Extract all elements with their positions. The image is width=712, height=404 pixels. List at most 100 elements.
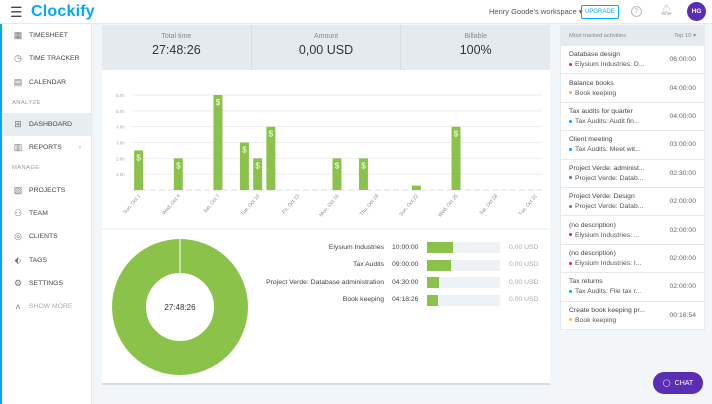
bar[interactable] (332, 158, 342, 190)
activity-time: 02:00:00 (669, 226, 696, 234)
sidebar-item-dashboard[interactable]: ⊞ DASHBOARD (2, 112, 91, 137)
activity-item[interactable]: Tax audits for quarter Tax Audits: Audit … (561, 103, 704, 132)
billable-marker: $ (335, 161, 340, 170)
legend-project-time: 10:00:00 (392, 243, 419, 251)
project-color-dot (569, 148, 572, 152)
y-tick-label: 6.0h (116, 93, 125, 98)
activity-description: Project Verde: administ... (569, 164, 645, 172)
logo[interactable]: Clockify (31, 3, 95, 20)
sidebar-item-reports[interactable]: ▥ REPORTS › (2, 136, 91, 159)
sidebar-item-label: CALENDAR (29, 78, 67, 86)
amount-value: 0,00 USD (298, 43, 354, 57)
bar[interactable] (451, 126, 461, 190)
billable-marker: $ (242, 146, 247, 155)
billable-marker: $ (361, 161, 366, 170)
activity-item[interactable]: (no description) Elysium Industries: I...… (561, 245, 704, 274)
sidebar-item-tags[interactable]: ⬖ TAGS (2, 248, 91, 271)
project-color-dot (569, 290, 572, 294)
sidebar-item-time-tracker[interactable]: ◷ TIME TRACKER (2, 47, 91, 70)
activity-time: 02:00:00 (669, 254, 696, 262)
chat-button[interactable]: ◯ CHAT (653, 372, 703, 394)
x-tick-label: Wed, Oct 25 (437, 193, 460, 218)
show-more-label: SHOW MORE (29, 303, 73, 311)
donut-chart: 27:48:26 (112, 239, 248, 375)
bar[interactable] (358, 158, 368, 190)
calendar-icon: ▤ (13, 76, 23, 87)
activity-item[interactable]: Tax returns Tax Audits: File tax r... 02:0… (561, 273, 704, 302)
settings-icon: ⚙ (13, 277, 23, 288)
help-icon[interactable]: ? (631, 6, 642, 17)
activity-description: Project Verde: Design (569, 193, 635, 201)
project-color-dot (569, 62, 572, 66)
bar[interactable] (266, 126, 276, 190)
activity-item[interactable]: Balance books Book keeping 04:00:00 (561, 74, 704, 103)
sidebar-item-settings[interactable]: ⚙ SETTINGS (2, 272, 91, 295)
billable-marker: $ (269, 130, 274, 139)
legend-bar-fill (427, 259, 451, 271)
tags-icon: ⬖ (14, 254, 22, 265)
activity-project: Project Verde: Datab... (575, 203, 644, 211)
sidebar-item-clients[interactable]: ◎ CLIENTS (2, 225, 91, 248)
bar[interactable] (213, 95, 223, 190)
dashboard-icon: ⊞ (14, 119, 22, 130)
workspace-selector[interactable]: Henry Goode's workspace ▾ (489, 7, 583, 16)
avatar[interactable]: HG (687, 2, 706, 21)
upgrade-button[interactable]: UPGRADE (581, 5, 619, 19)
activity-time: 02:00:00 (669, 198, 696, 206)
sidebar: ▦ TIMESHEET ◷ TIME TRACKER ▤ CALENDAR ANALYZE ⊞… (0, 24, 92, 404)
bar[interactable] (411, 185, 421, 190)
sidebar-item-label: CLIENTS (29, 233, 58, 241)
legend-project-time: 04:18:26 (392, 296, 419, 303)
activity-item[interactable]: Project Verde: administ... Project Verde:… (561, 160, 704, 188)
project-color-dot (569, 261, 572, 265)
sidebar-item-timesheet[interactable]: ▦ TIMESHEET (2, 24, 91, 47)
activity-time: 02:30:00 (669, 169, 696, 177)
activity-project: Tax Audits: Meet wit... (575, 146, 641, 154)
amount: Amount 0,00 USD (252, 25, 402, 70)
legend-project-time: 04:30:00 (392, 278, 419, 286)
sidebar-item-team[interactable]: ⚇ TEAM (2, 202, 91, 225)
total-time: Total time 27:48:26 (102, 25, 252, 70)
bar[interactable] (239, 142, 249, 191)
activity-item[interactable]: (no description) Elysium Industries: ... 0… (561, 216, 704, 245)
sidebar-item-label: PROJECTS (29, 186, 66, 194)
show-more-button[interactable]: ˄ SHOW MORE (2, 295, 91, 318)
sidebar-item-calendar[interactable]: ▤ CALENDAR (2, 71, 91, 94)
activity-project: Book keeping (575, 89, 617, 97)
activity-project: Tax Audits: Audit fin... (575, 117, 640, 125)
legend-project-name: Project Verde: Database administration (266, 278, 384, 286)
activity-description: Balance books (569, 79, 614, 87)
menu-icon[interactable]: ☰ (10, 4, 23, 20)
x-tick-label: Fri, Oct 13 (281, 193, 301, 215)
bell-icon[interactable]: 🔔︎ (660, 5, 673, 16)
x-tick-label: Tue, Oct 10 (240, 193, 261, 217)
bar[interactable] (253, 158, 263, 190)
x-tick-label: Wed, Oct 4 (161, 193, 182, 216)
sidebar-item-projects[interactable]: ▧ PROJECTS (2, 178, 91, 201)
project-color-dot (569, 176, 572, 180)
time-tracker-icon: ◷ (14, 53, 22, 64)
activity-description: (no description) (569, 221, 616, 229)
activity-item[interactable]: Database design Elysium Industries: D... 0… (561, 46, 704, 75)
chat-icon: ◯ (662, 380, 671, 387)
project-color-dot (569, 119, 572, 123)
activity-item[interactable]: Project Verde: Design Project Verde: Data… (561, 188, 704, 217)
activity-project: Elysium Industries: I... (575, 259, 642, 267)
activity-description: Database design (569, 51, 621, 59)
x-tick-label: Sun, Oct 1 (122, 193, 142, 215)
timesheet-icon: ▦ (13, 30, 23, 41)
y-tick-label: 1.0h (116, 172, 125, 177)
legend-bar-fill (427, 277, 439, 288)
activity-item[interactable]: Create book keeping pr... Book keeping 00:… (561, 302, 704, 330)
reports-icon: ▥ (13, 142, 23, 153)
activity-project: Elysium Industries: D... (575, 61, 645, 69)
chevron-right-icon[interactable]: › (78, 144, 81, 152)
billable-marker: $ (136, 153, 141, 162)
workspace-name: Henry Goode's workspace (489, 7, 577, 16)
activity-item[interactable]: Client meeting Tax Audits: Meet wit... 03:… (561, 131, 704, 160)
billable-label: Billable (464, 33, 487, 40)
top-filter-dropdown[interactable]: Top 10 ▾ (674, 33, 696, 39)
bar[interactable] (173, 158, 183, 190)
bar[interactable] (134, 150, 144, 190)
chat-label: CHAT (674, 379, 694, 387)
